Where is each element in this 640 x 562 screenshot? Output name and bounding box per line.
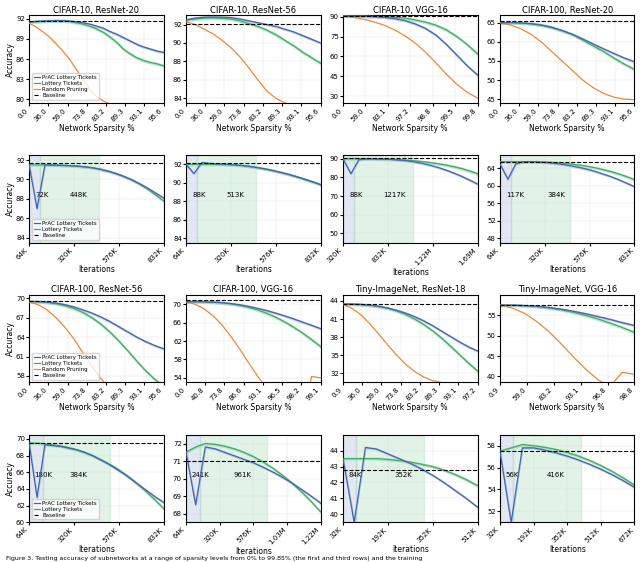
Text: 961K: 961K <box>233 472 251 478</box>
Bar <box>513 435 580 522</box>
Title: Tiny-ImageNet, ResNet-18: Tiny-ImageNet, ResNet-18 <box>355 285 465 294</box>
Title: CIFAR-10, ResNet-56: CIFAR-10, ResNet-56 <box>211 6 296 15</box>
Text: 1217K: 1217K <box>383 192 406 198</box>
Bar <box>29 155 40 243</box>
Bar <box>356 435 424 522</box>
Text: Figure 3. Testing accuracy of subnetworks at a range of sparsity levels from 0% : Figure 3. Testing accuracy of subnetwork… <box>6 556 423 561</box>
Bar <box>29 435 43 522</box>
X-axis label: Network Sparsity %: Network Sparsity % <box>59 404 134 413</box>
X-axis label: Network Sparsity %: Network Sparsity % <box>372 404 448 413</box>
X-axis label: Network Sparsity %: Network Sparsity % <box>59 124 134 133</box>
X-axis label: Iterations: Iterations <box>235 547 272 556</box>
Text: 384K: 384K <box>70 472 87 478</box>
Legend: PrAC Lottery Tickets, Lottery Tickets, Random Pruning, Baseline: PrAC Lottery Tickets, Lottery Tickets, R… <box>32 74 99 100</box>
X-axis label: Network Sparsity %: Network Sparsity % <box>216 404 291 413</box>
Text: 448K: 448K <box>70 192 87 198</box>
Text: 88K: 88K <box>349 192 364 198</box>
Y-axis label: Accuracy: Accuracy <box>6 182 15 216</box>
Title: CIFAR-10, VGG-16: CIFAR-10, VGG-16 <box>373 6 448 15</box>
Title: CIFAR-100, ResNet-56: CIFAR-100, ResNet-56 <box>51 285 142 294</box>
Title: CIFAR-100, ResNet-20: CIFAR-100, ResNet-20 <box>522 6 613 15</box>
Text: 117K: 117K <box>507 192 525 198</box>
Y-axis label: Accuracy: Accuracy <box>6 321 15 356</box>
Bar <box>40 155 99 243</box>
Bar <box>197 155 256 243</box>
X-axis label: Iterations: Iterations <box>78 545 115 554</box>
Y-axis label: Accuracy: Accuracy <box>6 42 15 76</box>
Text: 180K: 180K <box>35 472 52 478</box>
Bar <box>43 435 110 522</box>
Text: 56K: 56K <box>506 472 518 478</box>
Bar <box>200 435 267 522</box>
Bar <box>186 155 197 243</box>
Title: Tiny-ImageNet, VGG-16: Tiny-ImageNet, VGG-16 <box>518 285 617 294</box>
Title: CIFAR-10, ResNet-20: CIFAR-10, ResNet-20 <box>53 6 140 15</box>
Text: 72K: 72K <box>36 192 49 198</box>
X-axis label: Iterations: Iterations <box>548 265 586 274</box>
Bar <box>186 435 200 522</box>
Bar <box>500 435 513 522</box>
X-axis label: Network Sparsity %: Network Sparsity % <box>216 124 291 133</box>
Text: 384K: 384K <box>547 192 565 198</box>
X-axis label: Network Sparsity %: Network Sparsity % <box>372 124 448 133</box>
Text: 88K: 88K <box>193 192 206 198</box>
Bar <box>354 155 413 243</box>
Text: 84K: 84K <box>348 472 362 478</box>
Bar <box>343 435 356 522</box>
Y-axis label: Accuracy: Accuracy <box>6 461 15 496</box>
Legend: PrAC Lottery Tickets, Lottery Tickets, Baseline: PrAC Lottery Tickets, Lottery Tickets, B… <box>32 499 99 519</box>
X-axis label: Iterations: Iterations <box>78 265 115 274</box>
X-axis label: Network Sparsity %: Network Sparsity % <box>529 124 605 133</box>
Text: 352K: 352K <box>394 472 412 478</box>
Bar <box>500 155 511 243</box>
X-axis label: Iterations: Iterations <box>548 545 586 554</box>
Bar <box>343 155 354 243</box>
Title: CIFAR-100, VGG-16: CIFAR-100, VGG-16 <box>213 285 293 294</box>
X-axis label: Network Sparsity %: Network Sparsity % <box>529 404 605 413</box>
X-axis label: Iterations: Iterations <box>392 545 429 554</box>
Text: 241K: 241K <box>191 472 209 478</box>
X-axis label: Iterations: Iterations <box>392 268 429 277</box>
Legend: PrAC Lottery Tickets, Lottery Tickets, Baseline: PrAC Lottery Tickets, Lottery Tickets, B… <box>32 219 99 240</box>
X-axis label: Iterations: Iterations <box>235 265 272 274</box>
Legend: PrAC Lottery Tickets, Lottery Tickets, Random Pruning, Baseline: PrAC Lottery Tickets, Lottery Tickets, R… <box>32 353 99 380</box>
Text: 513K: 513K <box>227 192 244 198</box>
Bar <box>511 155 570 243</box>
Text: 416K: 416K <box>547 472 565 478</box>
